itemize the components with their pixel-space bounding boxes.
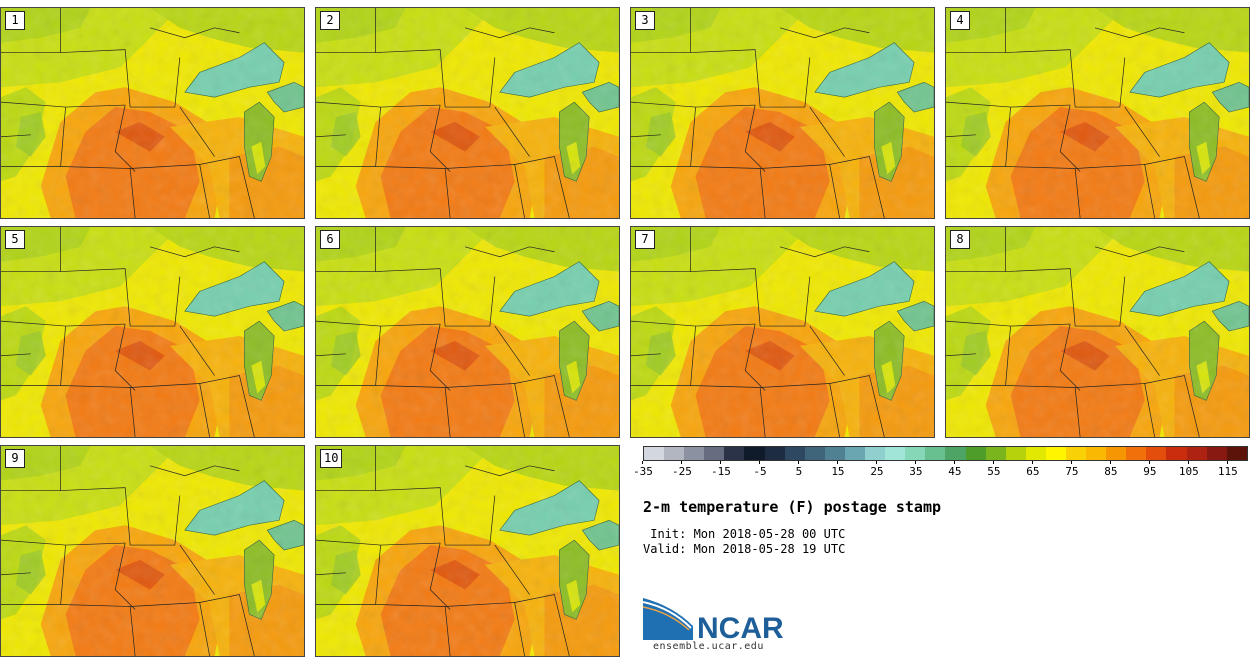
map-panel: 10 <box>315 445 620 657</box>
init-time: Init: Mon 2018-05-28 00 UTC <box>643 527 846 541</box>
colorbar-swatch <box>925 447 946 460</box>
colorbar-swatch <box>784 447 805 460</box>
colorbar-swatch <box>1065 447 1087 460</box>
colorbar-swatch <box>1005 447 1026 460</box>
colorbar-swatch <box>664 447 685 460</box>
panel-member-label: 5 <box>5 230 25 249</box>
colorbar-swatch <box>704 447 725 460</box>
colorbar-tick: 95 <box>1130 461 1170 478</box>
colorbar-tick: -25 <box>662 461 702 478</box>
colorbar-tick: 25 <box>857 461 897 478</box>
colorbar-swatch <box>865 447 886 460</box>
colorbar-tick: 35 <box>896 461 936 478</box>
colorbar-swatch <box>1206 447 1227 460</box>
panel-member-label: 9 <box>5 449 25 468</box>
colorbar-tick: -35 <box>623 461 663 478</box>
colorbar-swatch <box>684 447 705 460</box>
colorbar-swatch <box>644 447 665 460</box>
panel-member-label: 6 <box>320 230 340 249</box>
panel-member-label: 2 <box>320 11 340 30</box>
chart-title: 2-m temperature (F) postage stamp <box>643 498 942 516</box>
colorbar-swatch <box>764 447 785 460</box>
colorbar-swatch <box>965 447 986 460</box>
colorbar-swatch <box>724 447 745 460</box>
colorbar-swatch <box>1126 447 1147 460</box>
colorbar-swatch <box>905 447 926 460</box>
panel-member-label: 4 <box>950 11 970 30</box>
colorbar-swatch <box>844 447 866 460</box>
map-panel: 7 <box>630 226 935 438</box>
colorbar-tick: 75 <box>1052 461 1092 478</box>
logo-wordmark: NCAR <box>697 612 784 642</box>
panel-member-label: 7 <box>635 230 655 249</box>
colorbar-tick: 5 <box>779 461 819 478</box>
panel-member-label: 10 <box>320 449 343 468</box>
colorbar-swatch <box>744 447 765 460</box>
colorbar-tick: 115 <box>1208 461 1248 478</box>
panel-member-label: 3 <box>635 11 655 30</box>
map-panel: 8 <box>945 226 1250 438</box>
colorbar-swatch <box>1025 447 1046 460</box>
map-panel: 9 <box>0 445 305 657</box>
colorbar-tick: -15 <box>701 461 741 478</box>
colorbar-tick: 15 <box>818 461 858 478</box>
colorbar-swatch <box>1186 447 1207 460</box>
colorbar-swatch <box>885 447 906 460</box>
colorbar-swatch <box>1146 447 1167 460</box>
colorbar-swatch <box>1226 447 1247 460</box>
map-panel: 3 <box>630 7 935 219</box>
colorbar-tick: 65 <box>1013 461 1053 478</box>
colorbar-tick: 45 <box>935 461 975 478</box>
colorbar-tick: 55 <box>974 461 1014 478</box>
colorbar-tick: -5 <box>740 461 780 478</box>
map-panel: 4 <box>945 7 1250 219</box>
colorbar-tick: 105 <box>1169 461 1209 478</box>
map-panel: 5 <box>0 226 305 438</box>
logo-url: ensemble.ucar.edu <box>653 641 764 652</box>
colorbar-swatch <box>945 447 966 460</box>
panel-member-label: 8 <box>950 230 970 249</box>
ncar-logo: NCAR <box>643 598 784 642</box>
temperature-colorbar <box>643 446 1248 461</box>
colorbar-tick-labels: -35 -25 -15 -5 5 15 25 35 45 55 65 75 85 95 105 115 <box>633 461 1248 481</box>
map-panel: 6 <box>315 226 620 438</box>
valid-time: Valid: Mon 2018-05-28 19 UTC <box>643 542 846 556</box>
colorbar-swatch <box>804 447 825 460</box>
colorbar-swatch <box>1086 447 1107 460</box>
colorbar-tick: 85 <box>1091 461 1131 478</box>
colorbar-swatch <box>1045 447 1066 460</box>
colorbar-swatch <box>985 447 1006 460</box>
colorbar-swatch <box>1106 447 1127 460</box>
map-panel: 1 <box>0 7 305 219</box>
panel-member-label: 1 <box>5 11 25 30</box>
colorbar-swatch <box>1166 447 1187 460</box>
colorbar-swatch <box>824 447 845 460</box>
map-panel: 2 <box>315 7 620 219</box>
